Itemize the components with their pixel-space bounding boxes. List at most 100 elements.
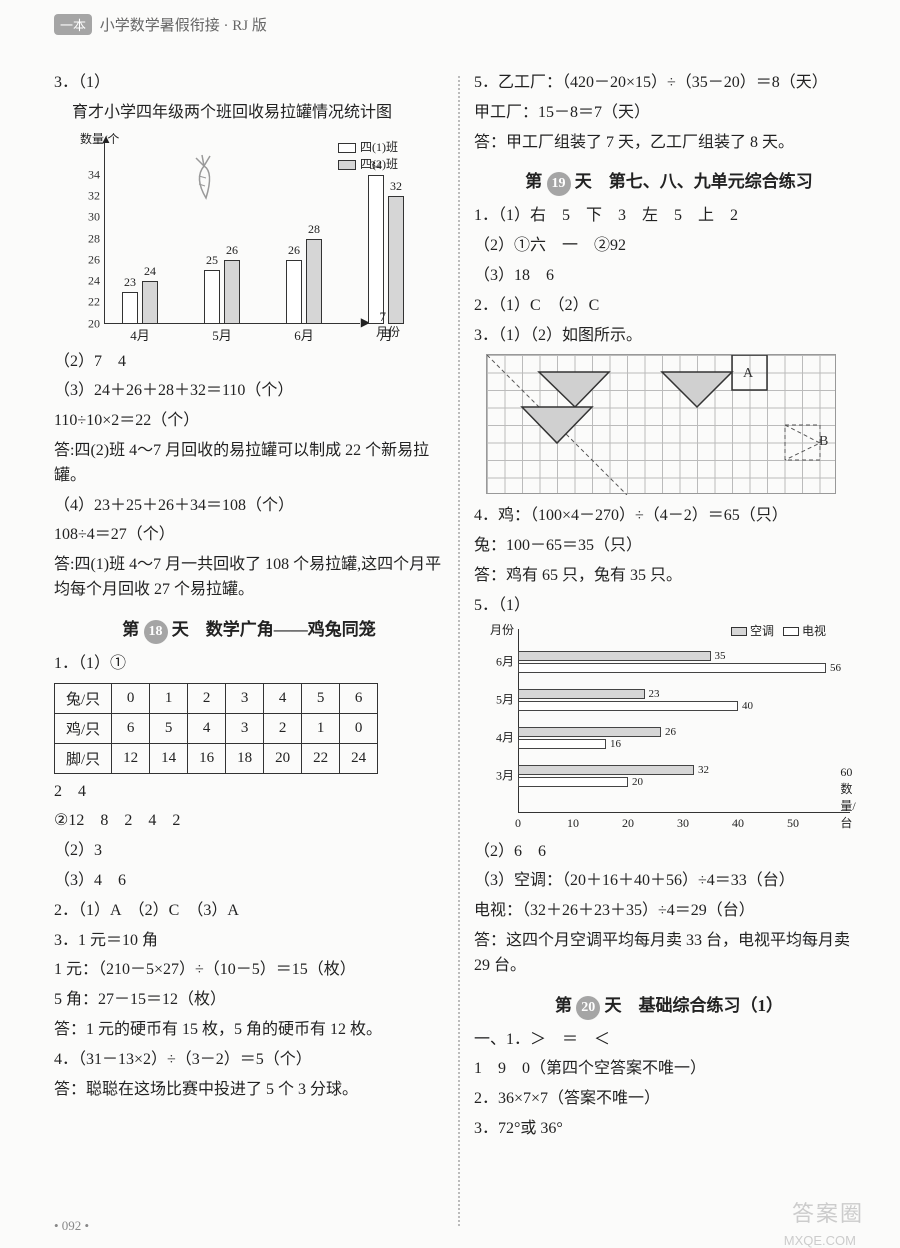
table-cell: 22 xyxy=(302,743,340,773)
text-line: 2．（1）C （2）C xyxy=(474,294,864,319)
chart2-x-axis xyxy=(518,812,850,813)
chart1-ytick: 22 xyxy=(64,295,100,310)
chart1-bar xyxy=(224,260,240,324)
text-line: （3）18 6 xyxy=(474,264,864,289)
table-cell: 5 xyxy=(150,713,188,743)
text-line: 2．36×7×7（答案不唯一） xyxy=(474,1087,864,1112)
chart2-bar-label: 32 xyxy=(698,764,709,776)
text-line: 4．（31－13×2）÷（3－2）＝5（个） xyxy=(54,1048,444,1073)
table-cell: 14 xyxy=(150,743,188,773)
chart1-bar-label: 23 xyxy=(124,275,136,290)
chart2-bar-label: 35 xyxy=(715,650,726,662)
text-line: 答：甲工厂组装了 7 天，乙工厂组装了 8 天。 xyxy=(474,131,864,156)
legend-box-a xyxy=(731,627,747,636)
right-top-block: 5．乙工厂：（420－20×15）÷（35－20）＝8（天）甲工厂：15－8＝7… xyxy=(474,71,864,155)
chart1-bar xyxy=(388,196,404,324)
day-badge-19: 19 xyxy=(547,172,571,196)
page-body: 3．（1） 育才小学四年级两个班回收易拉罐情况统计图 数量/个 ▲ ▶ 月份 四… xyxy=(0,0,900,1246)
legend-box-1 xyxy=(338,143,356,153)
table-cell: 鸡/只 xyxy=(55,713,112,743)
arrow-up-icon: ▲ xyxy=(100,132,112,147)
table-header: 1 xyxy=(150,683,188,713)
chart2-bar xyxy=(518,651,711,661)
section-20-title: 第 20 天 基础综合练习（1） xyxy=(474,993,864,1020)
chart2-ylabel: 月份 xyxy=(490,621,514,638)
hbar-chart-appliance: 月份 空调 电视 0102030405060 数量/台6月35565月23404… xyxy=(480,625,856,835)
page-footer: • 092 • xyxy=(54,1218,89,1234)
chart1-xlabel: 7月 xyxy=(379,309,392,344)
s19b-block: 4．鸡：（100×4－270）÷（4－2）＝65（只）兔：100－65＝35（只… xyxy=(474,504,864,618)
chart1-bar-label: 26 xyxy=(288,243,300,258)
text-line: 5 角：27－15＝12（枚） xyxy=(54,988,444,1013)
chart2-xtick: 30 xyxy=(677,816,689,831)
chart1-bar-label: 32 xyxy=(390,179,402,194)
text-line: 3．1 元＝10 角 xyxy=(54,929,444,954)
table-header: 5 xyxy=(302,683,340,713)
chart1-bar xyxy=(368,175,384,324)
chart1-ytick: 28 xyxy=(64,231,100,246)
table-header: 兔/只 xyxy=(55,683,112,713)
text-line: 2 4 xyxy=(54,780,444,805)
text-line: 答：1 元的硬币有 15 枚，5 角的硬币有 12 枚。 xyxy=(54,1018,444,1043)
chart2-bar xyxy=(518,689,645,699)
legend-lbl-b: 电视 xyxy=(802,624,826,638)
table-header: 3 xyxy=(226,683,264,713)
chart2-bar-label: 20 xyxy=(632,776,643,788)
table-cell: 脚/只 xyxy=(55,743,112,773)
text-line: （4）23＋25＋26＋34＝108（个） xyxy=(54,494,444,519)
chart1-xlabel: 4月 xyxy=(130,325,150,344)
day-badge-18: 18 xyxy=(144,620,168,644)
text-line: （3）24＋26＋28＋32＝110（个） xyxy=(54,379,444,404)
q3-1-title: 育才小学四年级两个班回收易拉罐情况统计图 xyxy=(72,101,444,126)
column-divider xyxy=(458,76,460,1226)
chart1-ytick: 32 xyxy=(64,189,100,204)
text-line: （3）4 6 xyxy=(54,869,444,894)
table-header: 4 xyxy=(264,683,302,713)
table-cell: 4 xyxy=(188,713,226,743)
text-line: 答:四(2)班 4～7 月回收的易拉罐可以制成 22 个新易拉罐。 xyxy=(54,439,444,489)
chart2-xtick: 40 xyxy=(732,816,744,831)
s20-block: 一、1．＞ ＝ ＜1 9 0（第四个空答案不唯一）2．36×7×7（答案不唯一）… xyxy=(474,1028,864,1142)
text-line: （2）6 6 xyxy=(474,840,864,865)
bar-chart-can-recycle: 数量/个 ▲ ▶ 月份 四(1)班 四(2)班 2022242628303234… xyxy=(64,134,364,344)
table-cell: 3 xyxy=(226,713,264,743)
chart2-xtick: 10 xyxy=(567,816,579,831)
text-line: （2）①六 一 ②92 xyxy=(474,234,864,259)
text-line: 2．（1）A （2）C （3）A xyxy=(54,899,444,924)
chart2-ylabel-row: 3月 xyxy=(480,766,514,783)
text-line: 3．（1）（2）如图所示。 xyxy=(474,324,864,349)
chart1-bar-label: 24 xyxy=(144,264,156,279)
chart1-legend: 四(1)班 四(2)班 xyxy=(338,138,398,172)
table-cell: 12 xyxy=(112,743,150,773)
legend-label-1: 四(1)班 xyxy=(360,140,398,154)
chart2-bar-label: 40 xyxy=(742,700,753,712)
rabbit-chicken-table: 兔/只0123456鸡/只6543210脚/只12141618202224 xyxy=(54,683,378,774)
text-line: 兔：100－65＝35（只） xyxy=(474,534,864,559)
chart2-ylabel-row: 6月 xyxy=(480,652,514,669)
chart1-xlabel: 6月 xyxy=(294,325,314,344)
text-line: 1．（1）右 5 下 3 左 5 上 2 xyxy=(474,204,864,229)
chart1-bar xyxy=(204,270,220,323)
chart2-bar xyxy=(518,765,694,775)
text-line: 答：聪聪在这场比赛中投进了 5 个 3 分球。 xyxy=(54,1078,444,1103)
section-19-title: 第 19 天 第七、八、九单元综合练习 xyxy=(474,169,864,196)
table-cell: 24 xyxy=(340,743,378,773)
table-cell: 20 xyxy=(264,743,302,773)
table-header: 0 xyxy=(112,683,150,713)
table-header: 6 xyxy=(340,683,378,713)
table-cell: 16 xyxy=(188,743,226,773)
left-text-block: （2）7 4（3）24＋26＋28＋32＝110（个）110÷10×2＝22（个… xyxy=(54,350,444,603)
table-cell: 1 xyxy=(302,713,340,743)
q3-1-no: 3．（1） xyxy=(54,71,444,96)
text-line: （3）空调：（20＋16＋40＋56）÷4＝33（台） xyxy=(474,869,864,894)
chart2-bar xyxy=(518,701,738,711)
chart2-bar xyxy=(518,727,661,737)
chart1-ytick: 26 xyxy=(64,252,100,267)
chart1-bar xyxy=(122,292,138,324)
svg-text:B: B xyxy=(819,434,828,449)
text-line: （2）7 4 xyxy=(54,350,444,375)
text-line: （2）3 xyxy=(54,839,444,864)
chart2-bar-label: 16 xyxy=(610,738,621,750)
chart2-xtick: 20 xyxy=(622,816,634,831)
legend-lbl-a: 空调 xyxy=(750,624,774,638)
